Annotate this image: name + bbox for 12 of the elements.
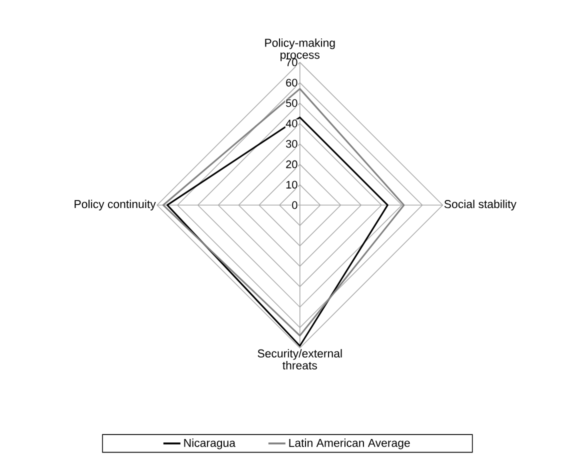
spoke-label: Social stability bbox=[444, 200, 516, 210]
y-tick-label: 40 bbox=[286, 120, 298, 128]
legend-label: Latin American Average bbox=[289, 438, 410, 450]
y-tick-label: 20 bbox=[286, 160, 298, 168]
y-tick-label: 60 bbox=[286, 78, 298, 87]
spoke-label: Security/external threats bbox=[258, 349, 342, 370]
y-tick-label: 30 bbox=[286, 140, 298, 148]
y-tick-label: 0 bbox=[292, 201, 298, 209]
y-tick-label: 10 bbox=[286, 180, 298, 189]
y-tick-label: 50 bbox=[286, 99, 298, 107]
legend-label: Nicaragua bbox=[184, 438, 236, 450]
spoke-label: Policy continuity bbox=[74, 200, 156, 210]
